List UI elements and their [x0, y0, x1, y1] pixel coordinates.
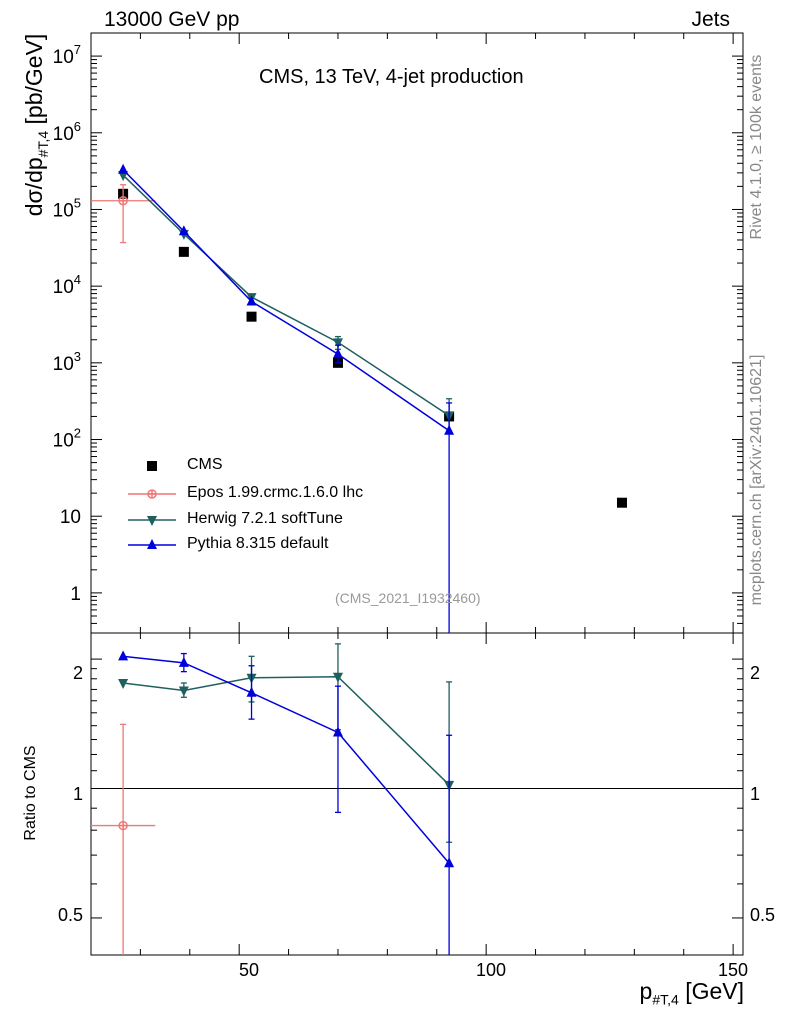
series-pythia-point [332, 348, 343, 359]
x-tick-label-100: 100 [475, 960, 507, 980]
legend-label-cms: CMS [187, 456, 223, 473]
series-pythia-ratio-point [246, 686, 257, 697]
y-tick-label: 102 [53, 426, 81, 452]
series-epos-ratio [91, 723, 156, 955]
series-herwig-ratio-line [123, 675, 450, 786]
series-cms-point [246, 311, 257, 322]
header-left: 13000 GeV pp [104, 8, 240, 31]
ratio-tick-label-0.5: 0.5 [57, 905, 83, 925]
series-pythia-ratio-point [332, 726, 343, 737]
legend-label-herwig: Herwig 7.2.1 softTune [187, 510, 343, 527]
series-pythia-ratio-point [444, 857, 455, 868]
series-pythia-point [118, 163, 129, 174]
analysis-id: (CMS_2021_I1932460) [335, 590, 481, 606]
legend-marker-pythia [147, 539, 157, 549]
ratio-plot-frame [90, 632, 744, 956]
ratio-tick-label-right-1: 1 [750, 784, 761, 804]
x-tick-label-50: 50 [238, 960, 260, 980]
chart-title: CMS, 13 TeV, 4-jet production [259, 66, 524, 88]
y-tick-label: 105 [53, 195, 81, 221]
series-pythia-ratio-point [178, 656, 189, 667]
y-tick-label: 10 [60, 507, 81, 528]
series-herwig-ratio [118, 643, 455, 843]
y-tick-label: 107 [53, 42, 81, 68]
legend-label-pythia: Pythia 8.315 default [187, 535, 329, 552]
y-tick-label: 104 [53, 272, 81, 298]
series-herwig-point [332, 338, 343, 349]
header-right: Jets [691, 8, 730, 31]
series-epos-ratio-point [118, 820, 128, 831]
series-herwig-line [122, 174, 450, 417]
ratio-tick-label-right-0.5: 0.5 [750, 905, 776, 925]
series-herwig-main [118, 171, 455, 432]
series-pythia-ratio-line [123, 655, 450, 864]
ratio-tick-label-1: 1 [72, 784, 83, 804]
legend-label-epos: Epos 1.99.crmc.1.6.0 lhc [187, 484, 364, 501]
ratio-tick-label-right-2: 2 [750, 663, 761, 683]
series-pythia-ratio [118, 650, 455, 955]
rivet-label: Rivet 4.1.0, ≥ 100k events [748, 54, 765, 240]
y-tick-label: 103 [53, 349, 81, 375]
legend-marker-herwig [147, 516, 157, 526]
series-cms-point [178, 246, 189, 257]
series-epos-main [91, 184, 156, 244]
series-epos-point [118, 195, 128, 206]
source-label: mcplots.cern.ch [arXiv:2401.10621] [748, 354, 765, 606]
x-axis-label: p#T,4 [GeV] [639, 978, 744, 1008]
y-tick-label: 106 [53, 119, 81, 145]
series-pythia-line [122, 169, 450, 432]
series-pythia-main [118, 163, 455, 633]
series-herwig-ratio-point [332, 672, 343, 683]
series-herwig-ratio-point [118, 678, 129, 689]
series-cms-point [616, 497, 627, 508]
series-herwig-ratio-point [178, 686, 189, 697]
ratio-axis-label: Ratio to CMS [22, 745, 39, 841]
series-pythia-point [444, 424, 455, 435]
legend-marker-epos [147, 489, 157, 499]
legend-marker-cms [147, 461, 157, 471]
series-pythia-point [246, 295, 257, 306]
series-pythia-ratio-point [118, 650, 129, 661]
series-pythia-point [178, 225, 189, 236]
y-axis-label: dσ/dp#T,4 [pb/GeV] [21, 33, 51, 217]
y-tick-label: 1 [70, 584, 81, 605]
ratio-tick-label-2: 2 [72, 663, 83, 683]
x-tick-label-150: 150 [717, 960, 749, 980]
